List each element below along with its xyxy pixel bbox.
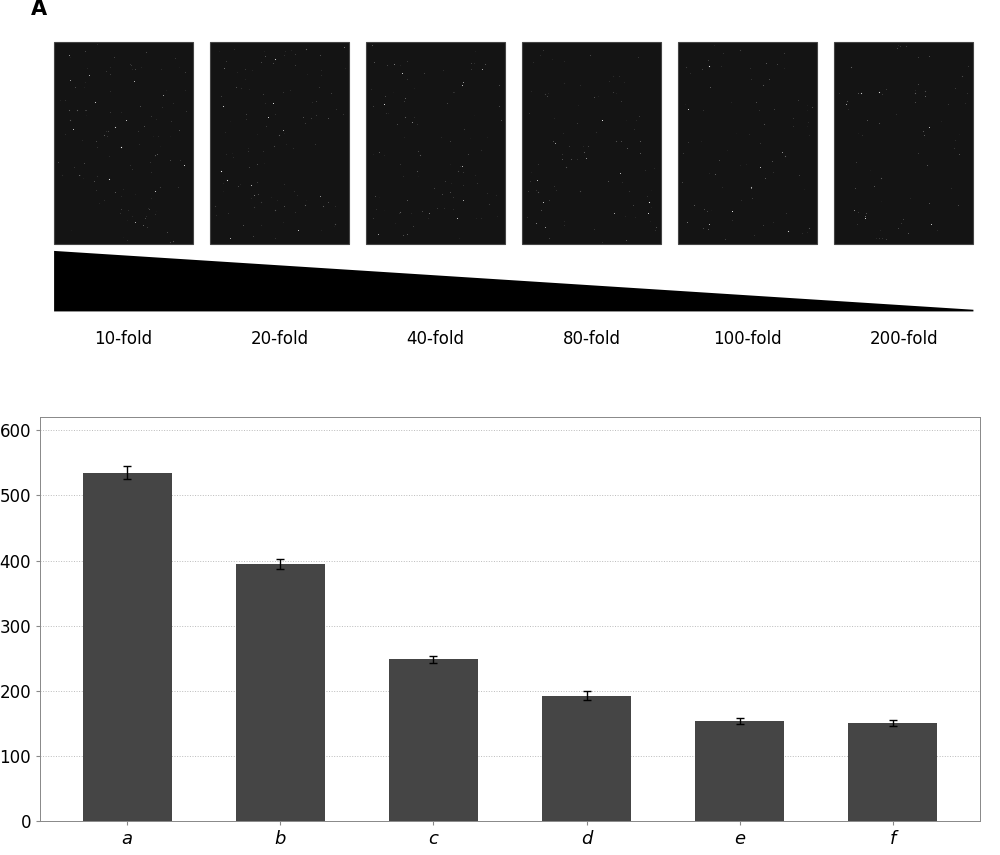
Bar	[848, 723, 937, 821]
Bar	[366, 43, 505, 245]
Text: 80-fold: 80-fold	[563, 330, 621, 349]
Bar	[678, 43, 817, 245]
Text: 100-fold: 100-fold	[714, 330, 782, 349]
Bar	[522, 43, 661, 245]
Bar	[210, 43, 349, 245]
Text: 40-fold: 40-fold	[407, 330, 465, 349]
Bar	[834, 43, 973, 245]
Bar	[389, 659, 478, 821]
Text: 20-fold: 20-fold	[251, 330, 309, 349]
Bar	[236, 563, 325, 821]
Text: 200-fold: 200-fold	[870, 330, 938, 349]
Bar	[695, 722, 784, 821]
Bar	[54, 43, 193, 245]
Text: A: A	[31, 0, 47, 19]
Bar	[542, 696, 631, 821]
Polygon shape	[54, 251, 973, 311]
Bar	[83, 473, 172, 821]
Text: 10-fold: 10-fold	[95, 330, 153, 349]
